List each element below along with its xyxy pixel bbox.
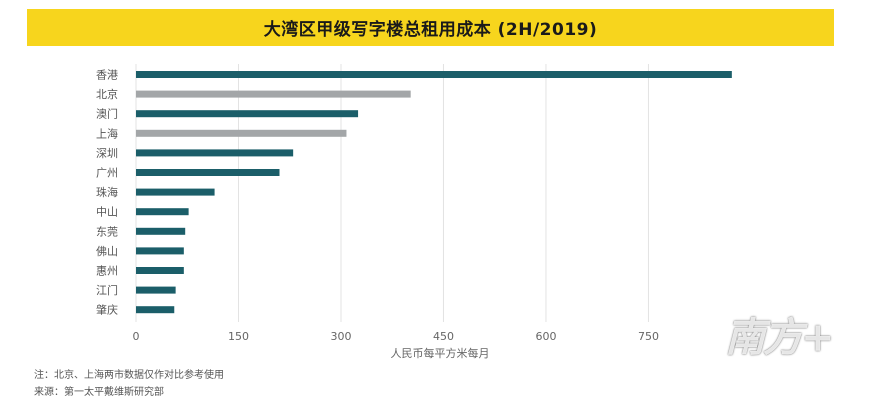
- bar: [136, 129, 347, 137]
- bar: [136, 90, 411, 98]
- category-label: 深圳: [96, 147, 118, 160]
- category-label: 香港: [96, 69, 118, 82]
- category-label: 上海: [96, 126, 118, 140]
- bar: [136, 188, 215, 196]
- chart-title: 大湾区甲级写字楼总租用成本 (2H/2019): [263, 20, 598, 40]
- category-label: 江门: [96, 283, 118, 297]
- category-label: 惠州: [96, 264, 118, 278]
- footnote-source: 来源：第一太平戴维斯研究部: [34, 387, 164, 398]
- footnote-note: 注：北京、上海两市数据仅作对比参考使用: [34, 370, 224, 381]
- watermark-logo: 南方+: [725, 314, 835, 361]
- bar: [136, 267, 184, 274]
- category-label: 珠海: [96, 185, 118, 199]
- bar: [136, 286, 176, 294]
- x-axis-title: 人民币每平方米每月: [391, 346, 490, 360]
- x-tick-label: 600: [535, 330, 556, 343]
- category-label: 肇庆: [96, 303, 118, 317]
- x-tick-label: 150: [228, 330, 249, 343]
- chart-title-bar: 大湾区甲级写字楼总租用成本 (2H/2019): [27, 9, 834, 46]
- x-tick-label: 300: [330, 330, 351, 343]
- bar: [136, 169, 280, 176]
- category-label: 北京: [96, 87, 118, 101]
- x-tick-label: 750: [638, 330, 659, 343]
- bar: [136, 110, 359, 118]
- bar: [136, 247, 184, 255]
- bar: [136, 227, 186, 235]
- bar: [136, 71, 732, 78]
- category-label: 佛山: [96, 245, 118, 258]
- bar: [136, 149, 294, 157]
- x-tick-label: 0: [133, 330, 140, 343]
- bar: [136, 306, 175, 314]
- bar: [136, 208, 189, 216]
- category-label: 广州: [96, 167, 118, 180]
- category-label: 东莞: [96, 225, 118, 238]
- x-tick-label: 450: [433, 330, 454, 343]
- category-label: 中山: [96, 206, 118, 219]
- category-label: 澳门: [96, 107, 118, 121]
